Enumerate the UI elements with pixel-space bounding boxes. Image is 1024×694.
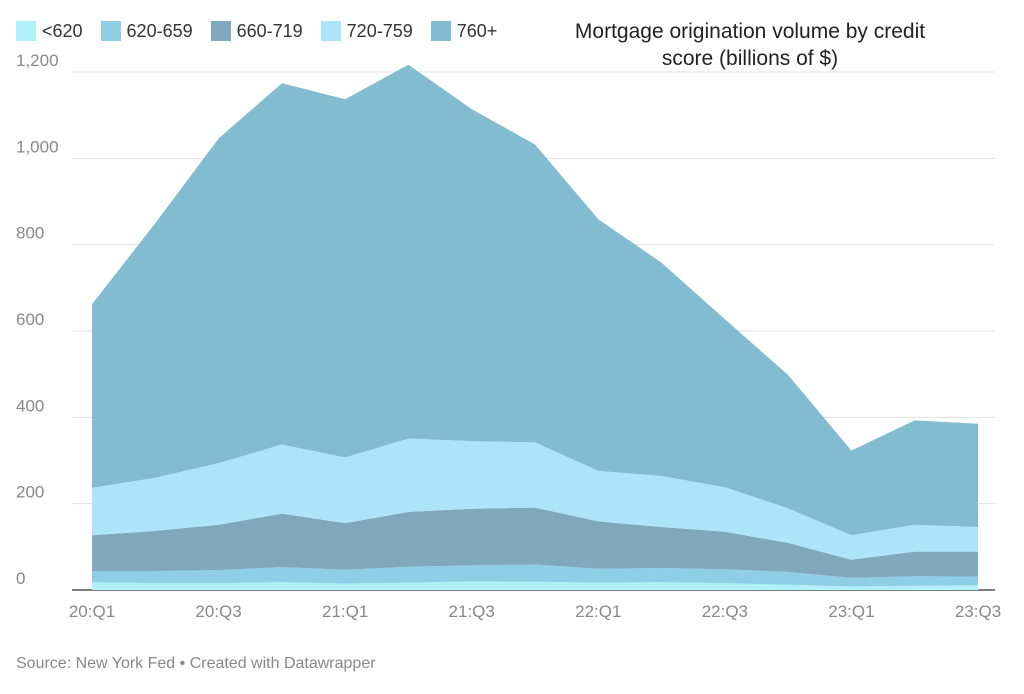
area-series-3 — [92, 438, 978, 560]
legend-swatch-620-659 — [100, 21, 121, 41]
y-tick-label: 200 — [16, 483, 44, 502]
y-tick-label: 0 — [16, 569, 25, 588]
legend-label-lt620: <620 — [42, 20, 83, 41]
area-series-2 — [92, 507, 978, 578]
y-tick-label: 800 — [16, 224, 44, 243]
y-tick-label: 400 — [16, 396, 44, 415]
legend-swatch-660-719 — [210, 21, 231, 41]
legend-label-720-759: 720-759 — [346, 20, 413, 41]
x-tick-label: 23:Q1 — [828, 602, 874, 621]
x-tick-label: 20:Q1 — [69, 602, 115, 621]
legend-swatch-720-759 — [320, 21, 341, 41]
area-series-0 — [92, 581, 978, 590]
legend-item-620-659: 620-659 — [100, 20, 193, 42]
axis-layer: 0 200 400 600 800 1,000 1,200 20:Q1 20:Q3 21:Q1 21… — [16, 51, 1001, 621]
legend-item-lt620: <620 — [16, 21, 83, 42]
x-tick-label: 20:Q3 — [195, 602, 241, 621]
legend-item-760plus: 760+ — [430, 20, 498, 42]
source-note: Source: New York Fed • Created with Data… — [16, 655, 376, 672]
y-tick-label: 600 — [16, 310, 44, 329]
legend-swatch-lt620 — [16, 21, 36, 41]
legend-label-660-719: 660-719 — [236, 20, 303, 41]
x-tick-label: 22:Q3 — [702, 602, 748, 621]
y-tick-label: 1,000 — [16, 137, 59, 156]
x-tick-label: 21:Q3 — [449, 602, 495, 621]
legend-label-620-659: 620-659 — [126, 20, 193, 41]
area-series-1 — [92, 564, 978, 587]
area-layer — [92, 64, 978, 590]
y-tick-label: 1,200 — [16, 51, 59, 70]
chart-title: Mortgage origination volume by credit sc… — [574, 20, 926, 70]
x-tick-label: 23:Q3 — [955, 602, 1001, 621]
legend-swatch-760plus — [430, 21, 451, 41]
legend-label-760plus: 760+ — [456, 20, 498, 41]
legend: <620 620-659 660-719 720-759 760+ — [16, 18, 497, 44]
x-tick-label: 22:Q1 — [575, 602, 621, 621]
area-series-4 — [92, 64, 978, 536]
legend-item-660-719: 660-719 — [210, 20, 303, 42]
x-tick-label: 21:Q1 — [322, 602, 368, 621]
legend-item-720-759: 720-759 — [320, 20, 413, 42]
